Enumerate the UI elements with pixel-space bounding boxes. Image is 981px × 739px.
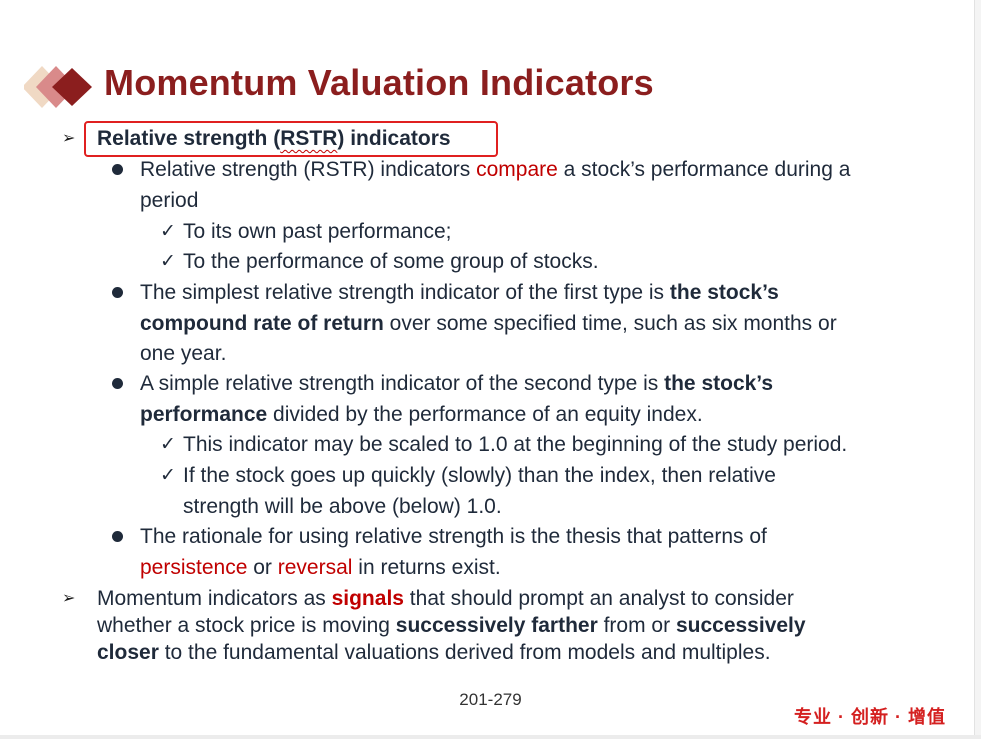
- dot-bullet-icon: [112, 164, 123, 175]
- diamond-logo-icon: [24, 66, 92, 108]
- page-number: 201-279: [459, 690, 522, 709]
- check-icon: ✓: [160, 221, 176, 242]
- bold-text: successively: [675, 614, 806, 637]
- heading-abbr: RSTR: [280, 127, 338, 150]
- bullet-4-line-1: The rationale for using relative strengt…: [140, 525, 767, 548]
- bullet-3-check-1: This indicator may be scaled to 1.0 at t…: [183, 433, 848, 456]
- bullet-1-line-1: Relative strength (RSTR) indicators comp…: [140, 156, 850, 184]
- footer-tagline: 专业 · 创新 · 增值: [794, 707, 946, 727]
- bullet-4-line-2: persistence or reversal in returns exist…: [140, 554, 501, 582]
- highlight-box: [84, 121, 498, 157]
- red-text: compare: [476, 158, 558, 181]
- text: The simplest relative strength indicator…: [140, 281, 670, 304]
- dot-bullet-icon: [112, 378, 123, 389]
- bullet-2-line-3: one year.: [140, 342, 227, 365]
- section-heading: Relative strength (RSTR) indicators: [97, 125, 451, 153]
- bullet-2-line-1: The simplest relative strength indicator…: [140, 279, 779, 307]
- bold-text: successively farther: [395, 614, 598, 637]
- text: over some specified time, such as six mo…: [383, 312, 837, 335]
- bold-text: the stock’s: [664, 372, 774, 395]
- text: or: [247, 556, 278, 579]
- window-bottom-edge: [0, 735, 981, 739]
- text: whether a stock price is moving: [97, 614, 396, 637]
- heading-text-pre: Relative strength (: [97, 127, 281, 150]
- text: in returns exist.: [352, 556, 501, 579]
- text: divided by the performance of an equity …: [267, 403, 703, 426]
- check-icon: ✓: [160, 434, 176, 455]
- point-2-line-1: Momentum indicators as signals that shou…: [97, 585, 794, 613]
- heading-text-post: ) indicators: [337, 127, 451, 150]
- bullet-3-check-2-line-1: If the stock goes up quickly (slowly) th…: [183, 464, 776, 487]
- bold-text: performance: [140, 403, 268, 426]
- bullet-3-line-1: A simple relative strength indicator of …: [140, 370, 773, 398]
- text: that should prompt an analyst to conside…: [403, 587, 794, 610]
- text: from or: [597, 614, 676, 637]
- bold-text: the stock’s: [669, 281, 779, 304]
- text: A simple relative strength indicator of …: [140, 372, 665, 395]
- red-text: persistence: [140, 556, 248, 579]
- arrowhead-bullet-icon: ➢: [62, 590, 76, 607]
- red-text: reversal: [277, 556, 353, 579]
- bold-text: compound rate of return: [140, 312, 384, 335]
- bullet-2-line-2: compound rate of return over some specif…: [140, 310, 837, 338]
- text: Relative strength (RSTR) indicators: [140, 158, 477, 181]
- check-icon: ✓: [160, 465, 176, 486]
- bullet-1-check-2: To the performance of some group of stoc…: [183, 250, 599, 273]
- bullet-1-line-2: period: [140, 189, 199, 212]
- point-2-line-2: whether a stock price is moving successi…: [97, 612, 806, 640]
- arrowhead-bullet-icon: ➢: [62, 130, 76, 147]
- slide-title: Momentum Valuation Indicators: [104, 62, 654, 103]
- text: Momentum indicators as: [97, 587, 332, 610]
- dot-bullet-icon: [112, 287, 123, 298]
- bullet-3-line-2: performance divided by the performance o…: [140, 401, 703, 429]
- window-right-edge: [974, 0, 981, 739]
- bullet-1-check-1: To its own past performance;: [183, 220, 452, 243]
- point-2-line-3: closer to the fundamental valuations der…: [97, 639, 771, 667]
- bold-text: closer: [97, 641, 159, 664]
- red-bold-text: signals: [331, 587, 404, 610]
- text: to the fundamental valuations derived fr…: [158, 641, 771, 664]
- check-icon: ✓: [160, 251, 176, 272]
- dot-bullet-icon: [112, 531, 123, 542]
- text: a stock’s performance during a: [557, 158, 851, 181]
- bullet-3-check-2-line-2: strength will be above (below) 1.0.: [183, 495, 502, 518]
